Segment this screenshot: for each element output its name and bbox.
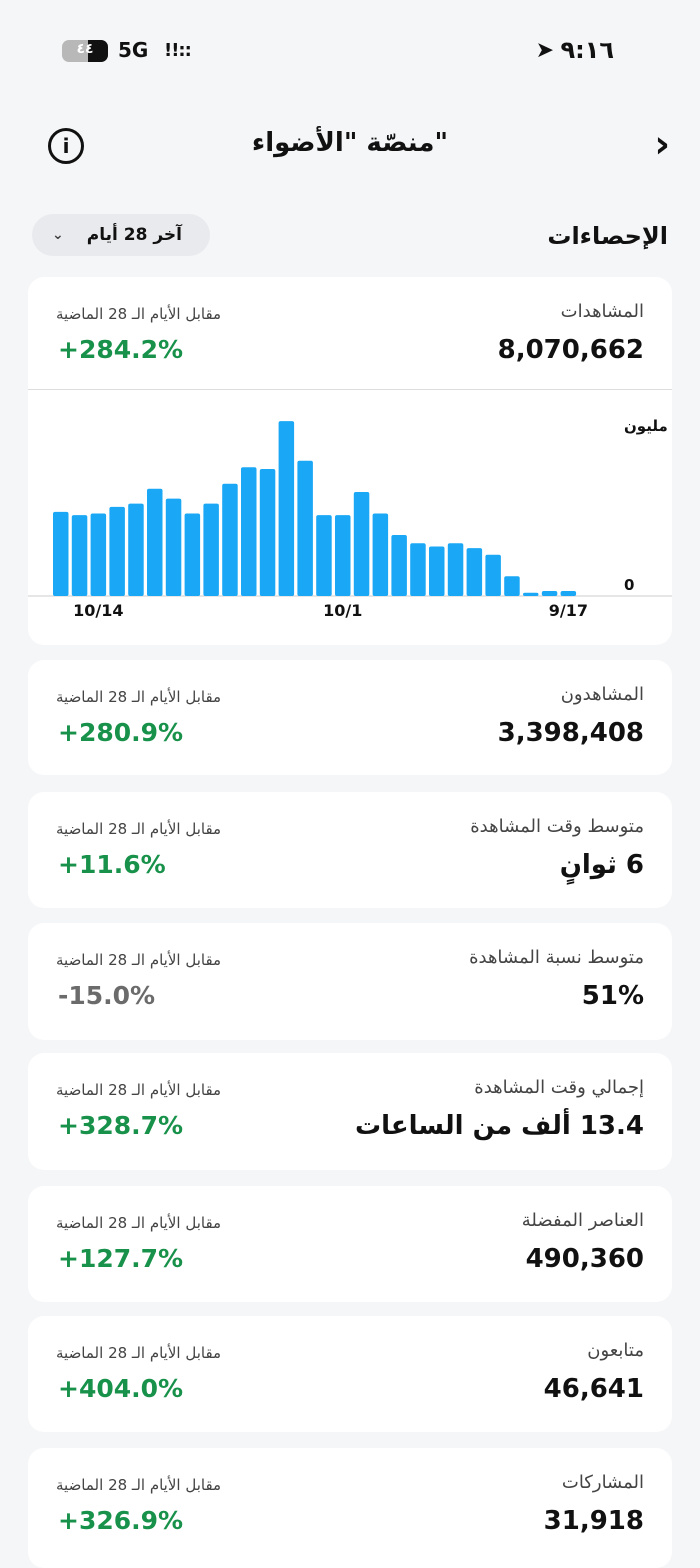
metric-card[interactable]: متوسط وقت المشاهدة 6 ثوانٍ مقابل الأيام … — [28, 792, 672, 908]
comparison-label: مقابل الأيام الـ 28 الماضية — [56, 1081, 222, 1099]
location-arrow-icon: ➤ — [535, 38, 554, 63]
y-tick-label: 1 مليون — [624, 417, 672, 435]
change-percent: +127.7% — [58, 1244, 184, 1273]
metric-card[interactable]: متوسط نسبة المشاهدة 51% مقابل الأيام الـ… — [28, 923, 672, 1040]
comparison-label: مقابل الأيام الـ 28 الماضية — [56, 688, 222, 706]
chevron-down-icon: ⌄ — [52, 227, 64, 243]
x-tick-label: 10/1 — [323, 601, 362, 620]
change-percent: +404.0% — [58, 1374, 184, 1403]
signal-icon: !!:: — [164, 40, 192, 61]
comparison-label: مقابل الأيام الـ 28 الماضية — [56, 305, 222, 323]
metric-card[interactable]: العناصر المفضلة 490,360 مقابل الأيام الـ… — [28, 1186, 672, 1302]
comparison-label: مقابل الأيام الـ 28 الماضية — [56, 1214, 222, 1232]
page-title: منصّة "الأضواء" — [251, 128, 449, 158]
x-tick-label: 10/14 — [73, 601, 123, 620]
metric-label: المشاهدات — [560, 301, 644, 322]
chart-bar[interactable] — [278, 421, 295, 596]
metric-label: المشاهدون — [560, 684, 644, 705]
chart-bar[interactable] — [541, 591, 558, 596]
chart-bar[interactable] — [184, 513, 201, 597]
metric-value: 8,070,662 — [497, 335, 644, 365]
chart-bar[interactable] — [410, 543, 426, 596]
metric-label: متابعون — [587, 1340, 644, 1361]
chart-bar[interactable] — [353, 492, 370, 596]
chart-bar[interactable] — [429, 546, 445, 597]
metric-card[interactable]: إجمالي وقت المشاهدة 13.4 ألف من الساعات … — [28, 1053, 672, 1170]
metric-label: متوسط نسبة المشاهدة — [469, 947, 644, 968]
chart-bar[interactable] — [147, 488, 163, 596]
metric-value: 6 ثوانٍ — [559, 850, 644, 880]
chart-bar[interactable] — [372, 513, 389, 597]
metric-value: 3,398,408 — [497, 718, 644, 748]
change-percent: +328.7% — [58, 1111, 184, 1140]
chart-bar[interactable] — [560, 591, 577, 596]
metric-label: العناصر المفضلة — [521, 1210, 644, 1231]
chart-bar[interactable] — [297, 460, 313, 596]
x-tick-label: 9/17 — [549, 601, 588, 620]
chevron-right-icon[interactable]: › — [654, 122, 670, 166]
metric-card[interactable]: المشاركات 31,918 مقابل الأيام الـ 28 الم… — [28, 1448, 672, 1568]
chart-bar[interactable] — [203, 503, 219, 596]
chart-bar[interactable] — [165, 498, 182, 596]
comparison-label: مقابل الأيام الـ 28 الماضية — [56, 1476, 222, 1494]
status-bar: ٤٤ 5G !!:: ➤ ٩:١٦ — [0, 36, 700, 68]
chart-bar[interactable] — [259, 468, 276, 596]
chart-bar[interactable] — [466, 548, 483, 596]
chart-bar[interactable] — [523, 592, 539, 596]
date-range-label: آخر 28 أيام — [86, 225, 182, 245]
metric-card[interactable]: المشاهدون 3,398,408 مقابل الأيام الـ 28 … — [28, 660, 672, 775]
chart-bar[interactable] — [71, 515, 88, 596]
change-percent: +11.6% — [58, 850, 166, 879]
battery-icon: ٤٤ — [62, 40, 108, 62]
metric-card[interactable]: المشاهدات 8,070,662 مقابل الأيام الـ 28 … — [28, 277, 672, 645]
metric-value: 46,641 — [543, 1374, 644, 1404]
metric-value: 13.4 ألف من الساعات — [355, 1111, 644, 1141]
metric-value: 51% — [581, 981, 644, 1011]
metric-card[interactable]: متابعون 46,641 مقابل الأيام الـ 28 الماض… — [28, 1316, 672, 1432]
chart-bar[interactable] — [128, 503, 144, 596]
divider — [28, 389, 672, 390]
chart-bar[interactable] — [391, 534, 407, 596]
comparison-label: مقابل الأيام الـ 28 الماضية — [56, 1344, 222, 1362]
metric-label: إجمالي وقت المشاهدة — [474, 1077, 644, 1098]
change-percent: +280.9% — [58, 718, 184, 747]
info-icon[interactable]: i — [48, 128, 84, 164]
metric-value: 31,918 — [543, 1506, 644, 1536]
chart-bar[interactable] — [241, 467, 257, 596]
chart-bar[interactable] — [222, 483, 238, 596]
change-percent: -15.0% — [58, 981, 156, 1010]
views-bar-chart: 10/14 10/1 9/17 0 1 مليون — [28, 417, 672, 620]
metric-label: متوسط وقت المشاهدة — [470, 816, 644, 837]
chart-bar[interactable] — [316, 515, 332, 596]
comparison-label: مقابل الأيام الـ 28 الماضية — [56, 951, 222, 969]
chart-bar[interactable] — [485, 554, 501, 596]
y-tick-label: 0 — [624, 576, 634, 594]
chart-bar[interactable] — [504, 576, 520, 596]
change-percent: +284.2% — [58, 335, 184, 364]
date-range-dropdown[interactable]: آخر 28 أيام ⌄ — [32, 214, 210, 256]
comparison-label: مقابل الأيام الـ 28 الماضية — [56, 820, 222, 838]
chart-bar[interactable] — [109, 506, 125, 596]
metric-label: المشاركات — [561, 1472, 644, 1493]
chart-bar[interactable] — [447, 543, 464, 596]
change-percent: +326.9% — [58, 1506, 184, 1535]
chart-bar[interactable] — [335, 515, 351, 596]
network-type: 5G — [118, 38, 149, 62]
chart-bar[interactable] — [90, 513, 107, 597]
nav-bar: i منصّة "الأضواء" › — [0, 120, 700, 174]
clock: ٩:١٦ — [560, 36, 614, 64]
metric-value: 490,360 — [525, 1244, 644, 1274]
section-title: الإحصاءات — [547, 222, 668, 250]
chart-bar[interactable] — [53, 511, 69, 596]
